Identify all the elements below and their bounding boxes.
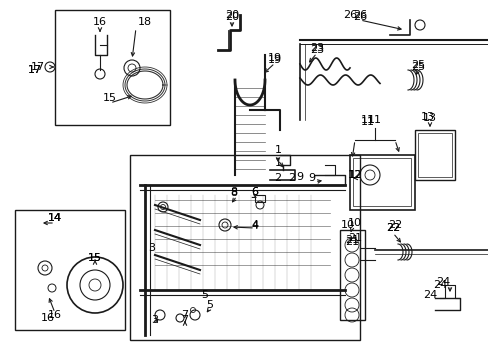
Text: 24: 24	[422, 290, 436, 300]
Text: 5: 5	[201, 290, 208, 300]
Text: 16: 16	[41, 313, 55, 323]
Text: 9: 9	[296, 172, 303, 182]
Text: 3: 3	[148, 243, 155, 253]
Text: 25: 25	[410, 60, 424, 70]
Text: 12: 12	[347, 170, 361, 180]
Bar	[352, 158, 410, 206]
Text: 18: 18	[138, 17, 152, 27]
Text: 24: 24	[432, 280, 446, 290]
Text: 14: 14	[48, 213, 62, 223]
Text: 7: 7	[181, 315, 188, 325]
Text: 21: 21	[344, 237, 358, 247]
Text: 22: 22	[385, 223, 399, 233]
Bar	[254, 195, 264, 202]
Text: 13: 13	[420, 112, 434, 122]
Text: 15: 15	[88, 253, 102, 263]
Text: 11: 11	[360, 117, 374, 127]
Text: 17: 17	[31, 62, 45, 72]
Bar	[414, 130, 454, 180]
Text: 14: 14	[48, 213, 62, 223]
Text: 26: 26	[352, 12, 366, 22]
Text: 19: 19	[267, 55, 282, 65]
Text: 2: 2	[288, 173, 295, 183]
Text: 4: 4	[251, 220, 258, 230]
Text: 15: 15	[103, 93, 117, 103]
Bar	[417, 133, 451, 177]
Text: 24: 24	[435, 277, 449, 287]
Text: 21: 21	[344, 235, 358, 245]
Bar	[15, 210, 125, 330]
Text: 20: 20	[224, 12, 239, 22]
Text: 16: 16	[48, 310, 62, 320]
Text: 4: 4	[251, 221, 258, 231]
Text: 7: 7	[181, 310, 188, 320]
Text: 10: 10	[340, 220, 354, 230]
Text: 10: 10	[347, 218, 361, 228]
Bar	[349, 155, 414, 210]
Text: 8: 8	[230, 187, 237, 197]
Text: 16: 16	[93, 17, 107, 27]
Text: 5: 5	[206, 300, 213, 310]
Bar	[130, 155, 359, 340]
Text: 11: 11	[360, 115, 374, 125]
Text: 6: 6	[251, 187, 258, 197]
Text: 19: 19	[267, 53, 282, 63]
Text: 6: 6	[251, 187, 258, 197]
Text: 9: 9	[308, 173, 315, 183]
Text: 22: 22	[385, 223, 399, 233]
Text: 26: 26	[352, 10, 366, 20]
Text: 14: 14	[48, 213, 62, 223]
Text: 15: 15	[88, 253, 102, 263]
Text: 22: 22	[387, 220, 401, 230]
Text: 1: 1	[274, 145, 281, 155]
Text: 21: 21	[347, 233, 361, 243]
Text: 11: 11	[367, 115, 381, 125]
Text: 17: 17	[28, 65, 42, 75]
Text: 12: 12	[348, 170, 362, 180]
Text: 3: 3	[151, 315, 158, 325]
Text: 17: 17	[28, 65, 42, 75]
Text: 23: 23	[309, 45, 324, 55]
Text: 13: 13	[422, 113, 436, 123]
Bar	[339, 230, 364, 320]
Text: 2: 2	[274, 173, 281, 183]
Text: 1: 1	[274, 158, 281, 168]
Text: 25: 25	[410, 62, 424, 72]
Text: 23: 23	[309, 43, 324, 53]
Text: 8: 8	[230, 188, 237, 198]
Text: 20: 20	[224, 10, 239, 20]
Text: 26: 26	[342, 10, 356, 20]
Bar	[55, 10, 170, 125]
